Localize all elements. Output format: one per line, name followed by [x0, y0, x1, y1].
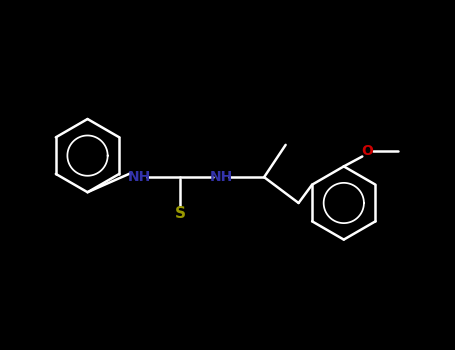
- Text: S: S: [175, 206, 186, 221]
- Text: NH: NH: [127, 170, 151, 184]
- Text: O: O: [362, 144, 374, 158]
- Text: NH: NH: [209, 170, 233, 184]
